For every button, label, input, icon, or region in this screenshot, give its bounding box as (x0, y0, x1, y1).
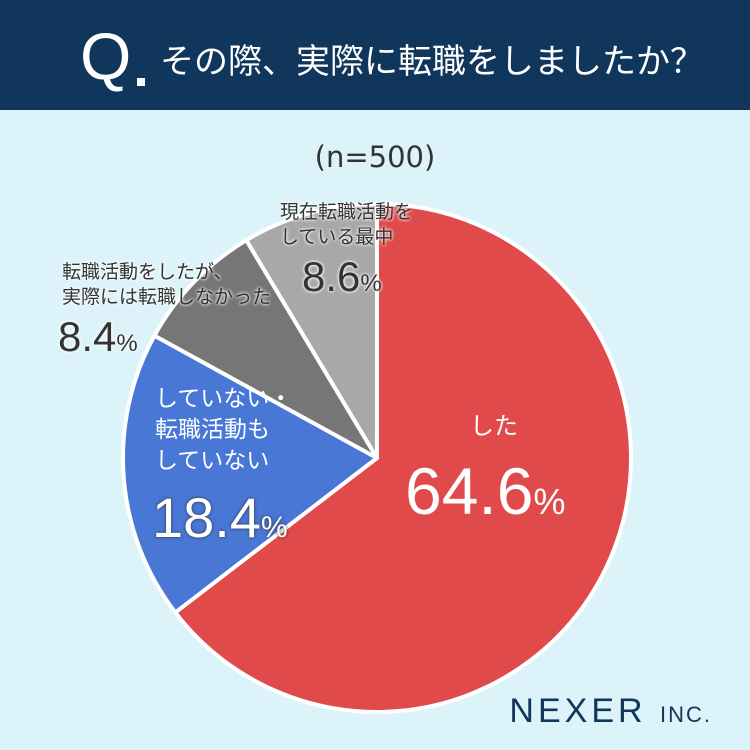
sample-size: (n=500) (314, 140, 436, 174)
label-s2-line2: 実際には転職しなかった (62, 286, 272, 308)
value-s2: 8.4% (58, 316, 138, 358)
value-s3: 8.6% (302, 256, 382, 298)
label-s3-line1: 現在転職活動を (280, 201, 414, 223)
label-s2-line1: 転職活動をしたが、 (62, 261, 233, 283)
pct-sign: % (360, 270, 382, 297)
label-s1-line3: していない (155, 448, 270, 474)
value-s3-num: 8.6 (302, 253, 361, 300)
pie-slice-2 (152, 238, 379, 460)
pct-sign: % (533, 481, 566, 522)
value-s0: 64.6% (405, 458, 565, 524)
value-s1-num: 18.4 (152, 486, 261, 549)
value-s0-num: 64.6 (405, 454, 534, 528)
question-title: その際、実際に転職をしましたか？ (160, 42, 704, 82)
label-s3: 現在転職活動を している最中 (280, 200, 413, 250)
value-s2-num: 8.4 (58, 313, 117, 360)
value-s1: 18.4% (152, 490, 288, 546)
header-banner: Q その際、実際に転職をしましたか？ (0, 0, 750, 110)
logo-main: NEXER (509, 692, 647, 730)
label-s1: していない・ 転職活動も していない (155, 384, 292, 477)
q-dot (137, 78, 145, 86)
label-s1-line2: 転職活動も (155, 417, 270, 443)
pct-sign: % (116, 330, 138, 357)
label-s1-line1: していない・ (155, 386, 293, 412)
pie-slice-3 (244, 202, 379, 460)
label-s3-line2: している最中 (280, 226, 394, 248)
nexer-logo: NEXER INC. (509, 692, 712, 731)
pie-slice-0 (173, 202, 633, 714)
label-s2: 転職活動をしたが、 実際には転職しなかった (62, 260, 271, 310)
logo-sub: INC. (660, 702, 712, 727)
q-mark: Q (80, 19, 131, 93)
pie-slice-1 (121, 333, 379, 615)
label-s0-text: した (470, 412, 518, 440)
label-s0: した (470, 414, 518, 439)
pct-sign: % (261, 511, 288, 544)
